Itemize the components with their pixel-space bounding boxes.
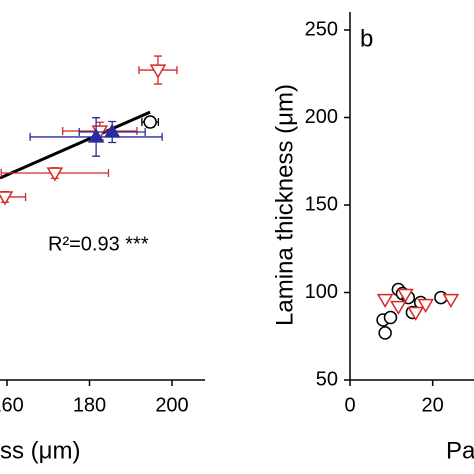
y-tick-label: 150 (305, 193, 338, 215)
y-tick-label: 250 (305, 18, 338, 40)
fit-line (0, 110, 151, 180)
y-tick-label: 200 (305, 106, 338, 128)
y-tick-label: 50 (316, 368, 338, 390)
point (390, 300, 407, 315)
point (397, 288, 414, 303)
y-tick-label: 100 (305, 281, 338, 303)
panel-label: b (360, 25, 373, 52)
point (376, 293, 394, 308)
y-axis-label: Lamina thickness (μm) (271, 84, 298, 326)
point (0, 191, 14, 206)
point (46, 167, 64, 182)
point (143, 115, 157, 129)
x-tick-label: 180 (73, 394, 106, 416)
x-tick-label: 0 (344, 394, 355, 416)
point (383, 310, 398, 325)
point (103, 123, 121, 138)
point (407, 306, 425, 321)
x-axis-label: ss (μm) (0, 437, 80, 464)
x-axis-label: Pa (446, 437, 474, 464)
point (442, 293, 460, 308)
x-tick-label: 160 (0, 394, 24, 416)
x-tick-label: 20 (422, 394, 444, 416)
point (87, 128, 105, 143)
point (417, 298, 434, 314)
x-tick-label: 200 (155, 394, 188, 416)
annotation: R²=0.93 *** (48, 233, 149, 255)
point (378, 326, 392, 340)
point (149, 64, 167, 79)
